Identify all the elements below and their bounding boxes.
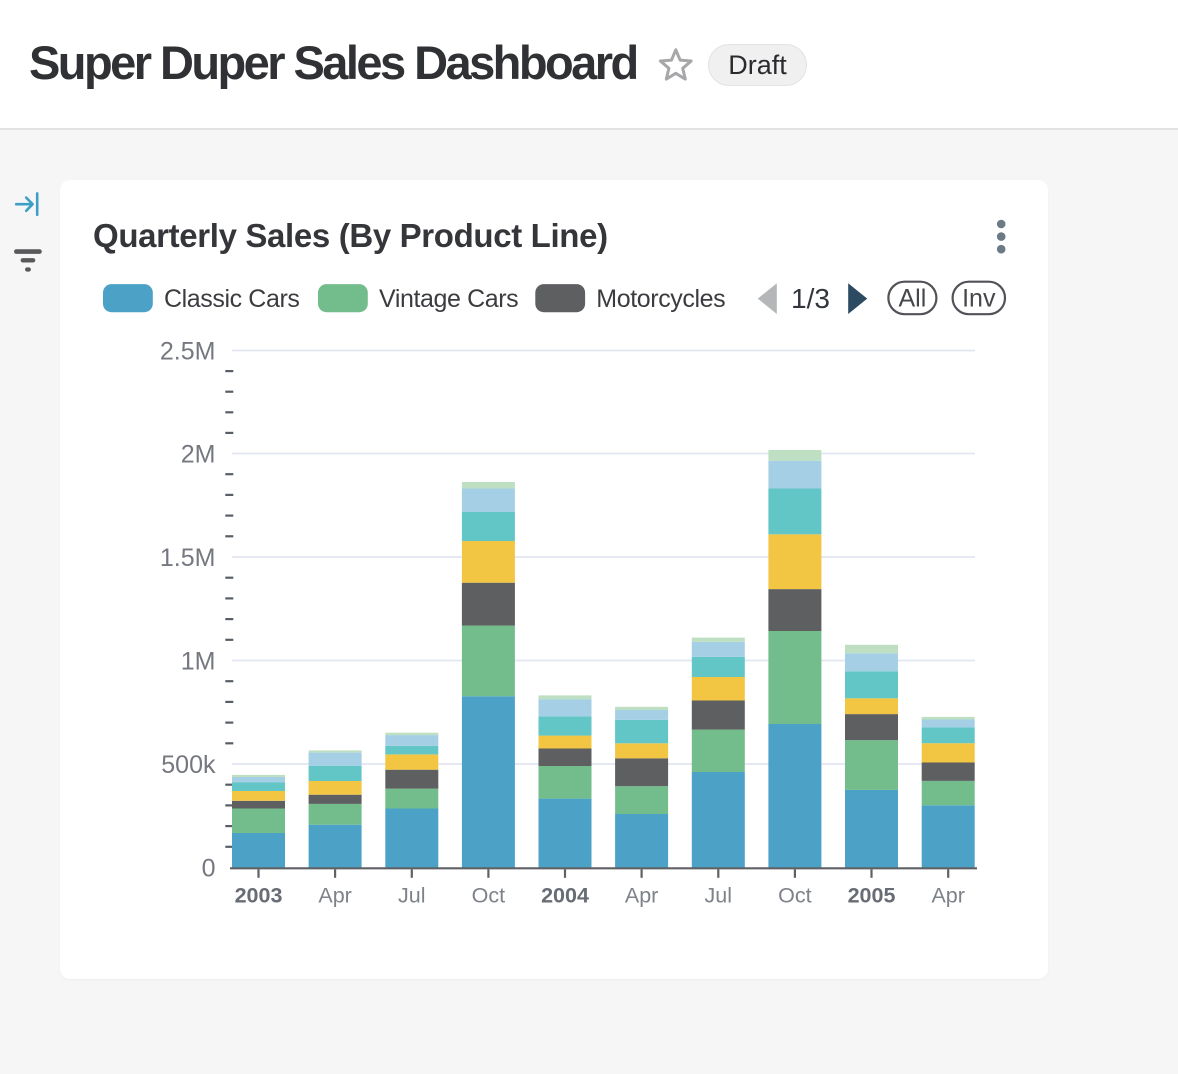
svg-text:1.5M: 1.5M	[160, 544, 216, 572]
svg-text:Vintage Cars: Vintage Cars	[379, 285, 518, 313]
svg-text:Oct: Oct	[472, 884, 505, 908]
svg-text:Apr: Apr	[931, 884, 964, 908]
svg-text:Oct: Oct	[778, 884, 811, 908]
svg-text:Inv: Inv	[962, 285, 996, 313]
svg-text:Classic Cars: Classic Cars	[164, 285, 300, 313]
svg-text:2005: 2005	[848, 884, 896, 908]
svg-text:500k: 500k	[161, 751, 216, 779]
svg-text:Motorcycles: Motorcycles	[596, 285, 725, 313]
svg-text:0: 0	[202, 855, 216, 883]
svg-text:2003: 2003	[235, 884, 283, 908]
svg-text:1M: 1M	[181, 648, 216, 676]
svg-text:All: All	[899, 285, 927, 313]
svg-text:Apr: Apr	[318, 884, 351, 908]
svg-text:Jul: Jul	[705, 884, 732, 908]
svg-text:2.5M: 2.5M	[160, 338, 216, 366]
svg-text:Apr: Apr	[625, 884, 658, 908]
svg-text:2004: 2004	[541, 884, 589, 908]
svg-text:2M: 2M	[181, 441, 216, 469]
svg-text:1/3: 1/3	[791, 283, 830, 314]
svg-text:Jul: Jul	[398, 884, 425, 908]
